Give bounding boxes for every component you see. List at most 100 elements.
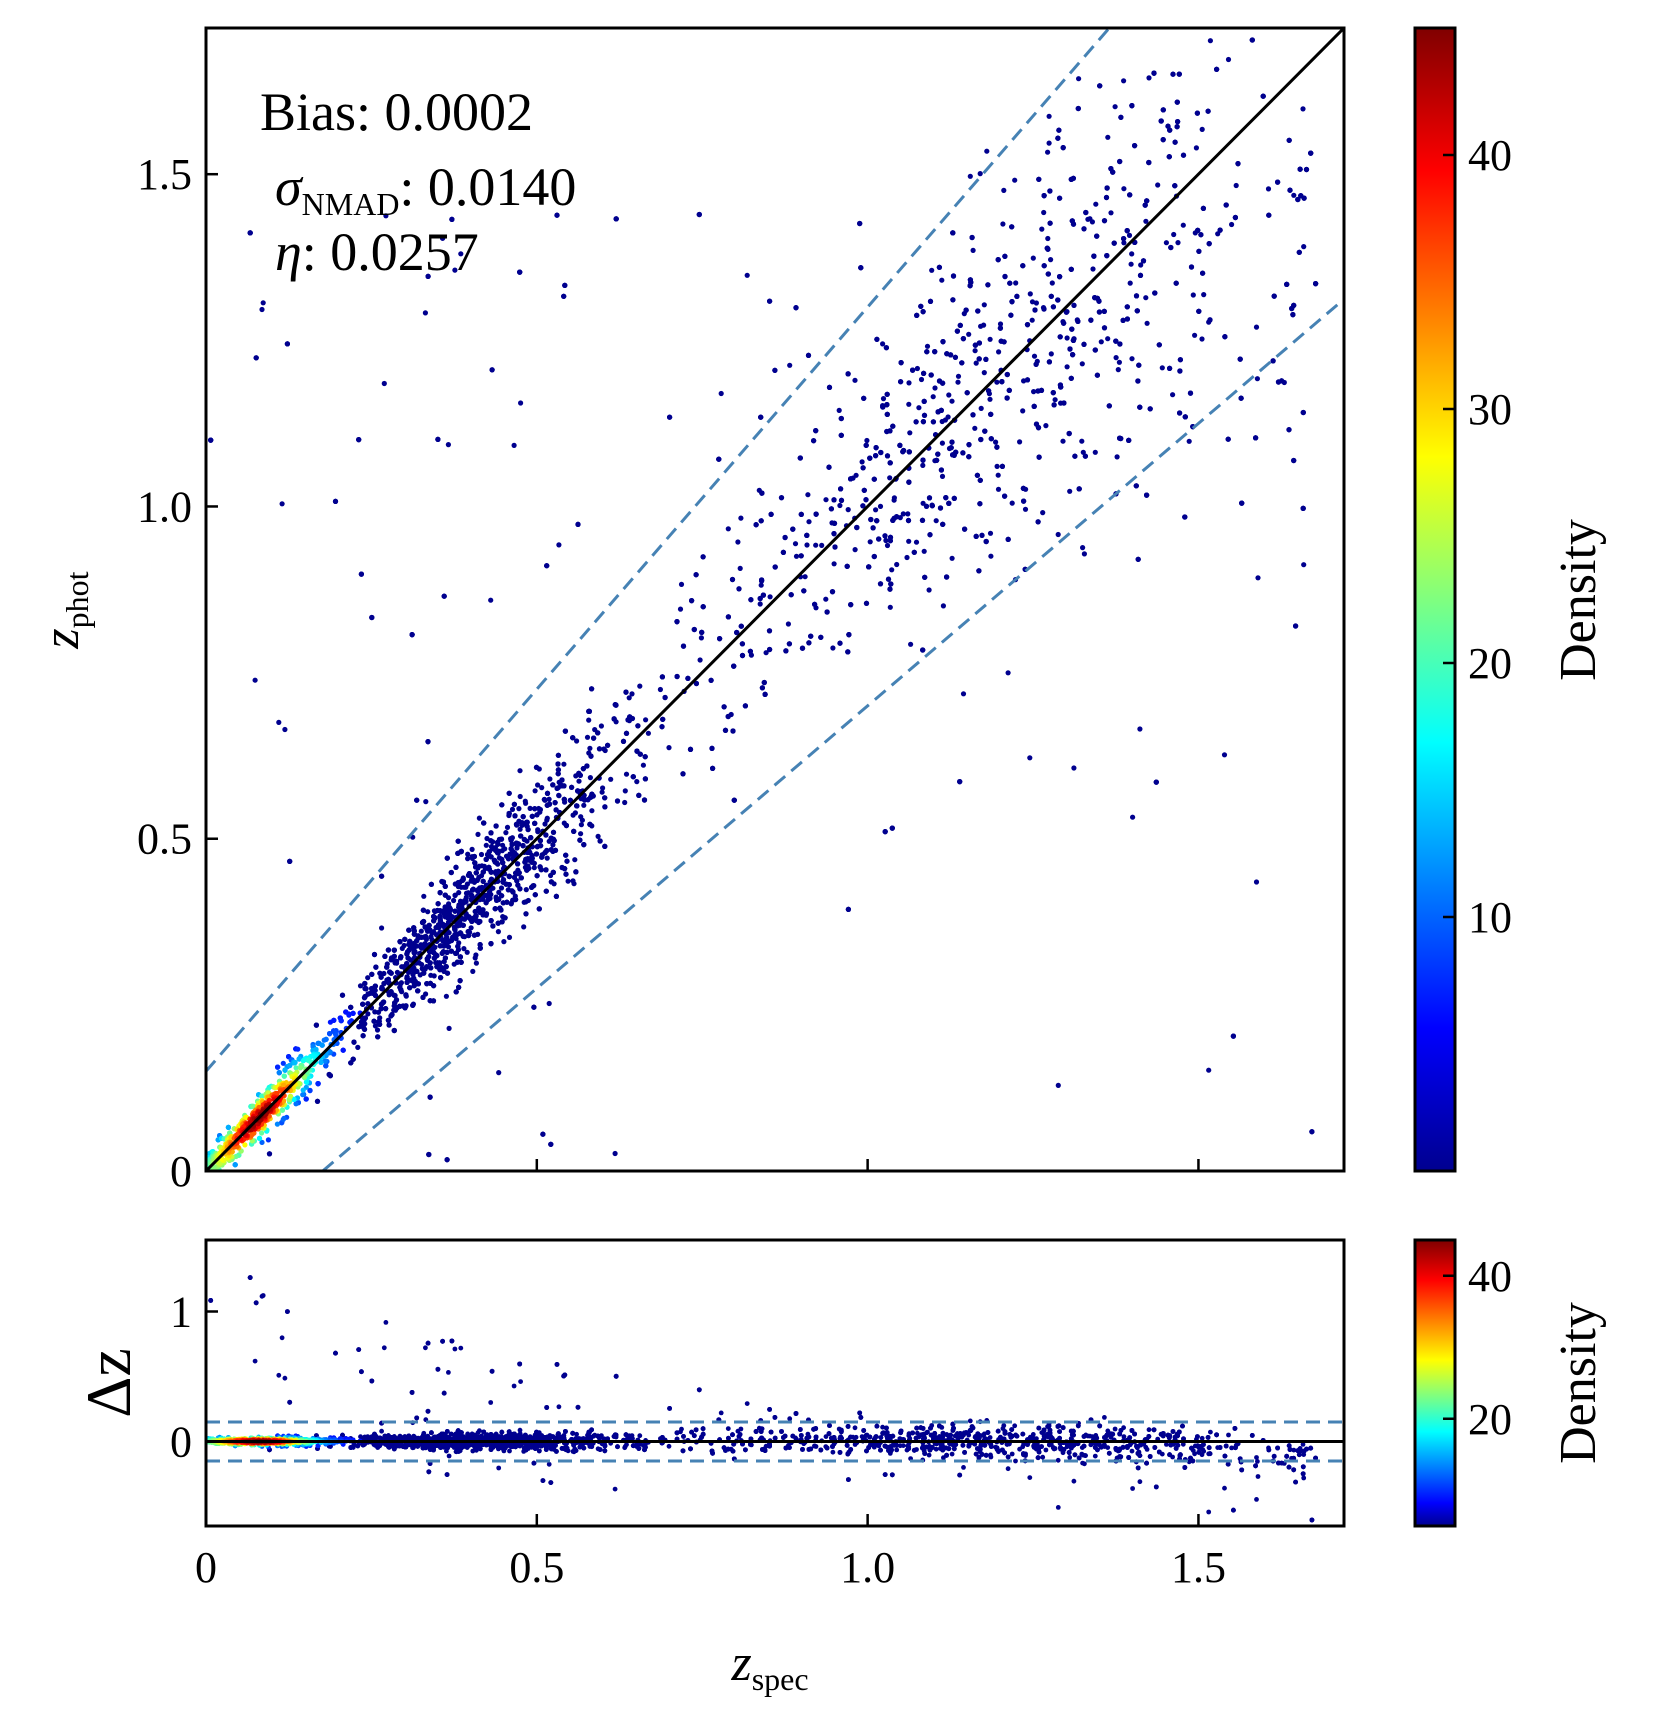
- scatter-point: [859, 459, 865, 465]
- scatter-point: [1002, 253, 1008, 259]
- scatter-point: [468, 878, 474, 884]
- scatter-point: [573, 773, 579, 779]
- scatter-point: [1254, 376, 1260, 382]
- scatter-point: [920, 457, 926, 463]
- scatter-point: [1081, 551, 1087, 557]
- scatter-point: [1045, 246, 1051, 252]
- scatter-point: [531, 1004, 537, 1010]
- scatter-point: [520, 843, 526, 849]
- scatter-point: [1124, 316, 1130, 322]
- scatter-point: [1136, 362, 1142, 368]
- scatter-point: [759, 578, 765, 584]
- scatter-point: [940, 339, 946, 345]
- scatter-point: [1137, 272, 1144, 278]
- scatter-point: [543, 832, 549, 838]
- scatter-point: [282, 726, 288, 733]
- scatter-point: [553, 893, 560, 900]
- scatter-point: [361, 995, 368, 1001]
- scatter-point: [662, 694, 668, 701]
- scatter-point: [788, 592, 794, 598]
- scatter-point: [960, 336, 967, 342]
- scatter-point: [499, 848, 505, 854]
- scatter-point: [575, 521, 581, 528]
- scatter-point: [622, 799, 628, 806]
- scatter-point: [307, 1087, 313, 1094]
- scatter-point: [846, 632, 852, 638]
- scatter-point: [924, 349, 930, 355]
- scatter-point: [506, 934, 513, 941]
- scatter-point: [884, 411, 890, 417]
- scatter-point: [1168, 244, 1174, 251]
- scatter-point: [920, 647, 926, 653]
- scatter-point: [978, 405, 984, 411]
- scatter-point: [760, 592, 767, 598]
- scatter-point: [783, 648, 789, 654]
- scatter-point: [1174, 99, 1180, 105]
- scatter-point: [768, 511, 774, 517]
- scatter-point: [600, 785, 606, 791]
- scatter-point: [949, 439, 955, 445]
- scatter-point: [534, 873, 540, 879]
- scatter-point: [435, 436, 441, 442]
- scatter-point: [852, 547, 858, 553]
- scatter-point: [1022, 506, 1029, 512]
- scatter-point: [296, 1056, 302, 1062]
- scatter-point: [1206, 319, 1212, 325]
- scatter-point: [398, 981, 404, 987]
- scatter-point: [276, 1070, 282, 1076]
- scatter-point: [426, 922, 432, 928]
- scatter-point: [866, 564, 872, 570]
- scatter-point: [280, 1060, 286, 1066]
- scatter-point: [964, 390, 970, 396]
- scatter-point: [397, 955, 404, 961]
- scatter-point: [441, 593, 447, 599]
- scatter-point: [731, 663, 737, 669]
- scatter-point: [987, 336, 993, 342]
- scatter-point: [1030, 255, 1036, 261]
- scatter-point: [680, 771, 686, 777]
- scatter-point: [910, 367, 916, 373]
- scatter-point: [490, 923, 496, 929]
- scatter-point: [449, 216, 455, 222]
- scatter-point: [838, 486, 844, 492]
- scatter-point: [978, 436, 984, 443]
- scatter-point: [575, 788, 581, 794]
- scatter-point: [250, 1103, 256, 1109]
- scatter-point: [1153, 779, 1159, 785]
- scatter-point: [863, 442, 869, 448]
- scatter-point: [785, 621, 792, 627]
- scatter-point: [976, 356, 982, 362]
- scatter-point: [1113, 338, 1119, 344]
- scatter-point: [1128, 261, 1134, 267]
- scatter-point: [986, 388, 992, 394]
- scatter-point: [819, 542, 825, 549]
- scatter-point: [880, 404, 886, 410]
- scatter-point: [987, 396, 993, 402]
- scatter-point: [1255, 575, 1261, 581]
- scatter-point: [1137, 404, 1143, 410]
- scatter-point: [1300, 106, 1306, 112]
- scatter-point: [388, 970, 394, 976]
- scatter-point: [1126, 437, 1132, 443]
- scatter-point: [477, 942, 483, 948]
- scatter-point: [837, 640, 843, 646]
- scatter-point: [884, 453, 891, 459]
- scatter-point: [1105, 134, 1111, 140]
- scatter-point: [403, 992, 409, 998]
- scatter-point: [499, 919, 505, 925]
- scatter-point: [1173, 280, 1179, 286]
- scatter-point: [1230, 1033, 1236, 1039]
- scatter-point: [438, 975, 444, 981]
- scatter-point: [281, 1073, 287, 1079]
- scatter-point: [418, 928, 424, 934]
- scatter-point: [898, 379, 904, 385]
- scatter-point: [1120, 317, 1126, 323]
- scatter-point: [488, 941, 494, 947]
- scatter-point: [1051, 402, 1057, 408]
- scatter-point: [1068, 266, 1074, 272]
- scatter-point: [374, 1027, 381, 1033]
- scatter-point: [634, 748, 640, 754]
- scatter-point: [470, 968, 476, 975]
- scatter-point: [1233, 182, 1239, 189]
- scatter-point: [772, 564, 778, 570]
